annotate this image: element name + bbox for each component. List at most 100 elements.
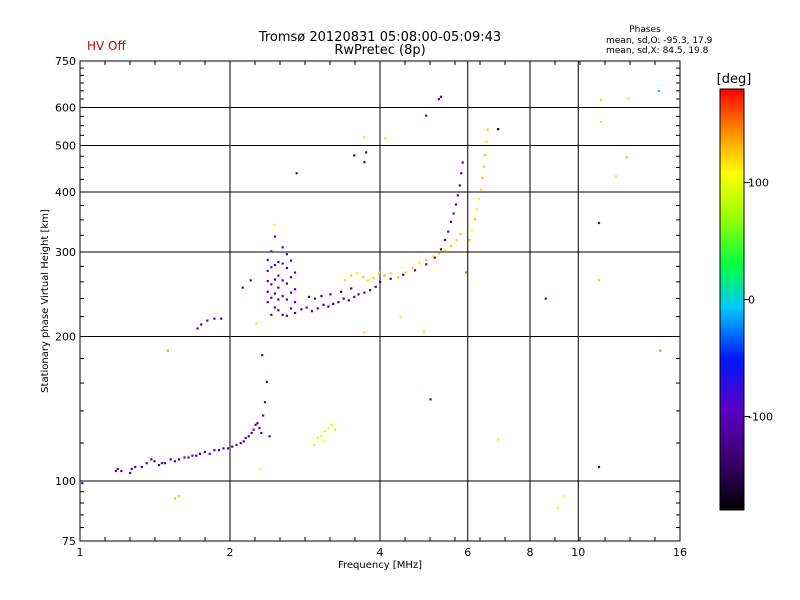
data-point <box>239 442 242 445</box>
data-point <box>481 176 484 180</box>
colorbar-tick-label: -100 <box>748 410 773 423</box>
data-point <box>289 307 293 310</box>
data-point <box>281 279 284 282</box>
data-point <box>285 282 288 285</box>
y-axis-label: Stationary phase Virtual Height [km] <box>40 209 51 393</box>
data-point <box>277 298 280 301</box>
data-point <box>544 297 547 300</box>
hv-status: HV Off <box>87 39 126 53</box>
x-tick-label: 10 <box>571 546 585 559</box>
data-point <box>273 235 276 238</box>
data-point <box>183 456 186 459</box>
data-point <box>266 280 269 283</box>
y-tick-label: 600 <box>55 102 76 115</box>
data-point <box>169 458 172 461</box>
data-point <box>431 255 434 258</box>
data-point <box>259 467 262 471</box>
data-point <box>464 271 468 274</box>
data-point <box>261 354 264 357</box>
data-point <box>353 154 356 157</box>
data-point <box>281 246 284 249</box>
colorbar-ticks: 100 0 -100 <box>744 177 773 423</box>
y-tick-labels: 75 100 200 300 400 500 600 750 <box>55 55 76 548</box>
data-point <box>413 269 417 272</box>
data-point <box>217 449 221 452</box>
data-point <box>485 140 488 143</box>
data-point <box>357 293 360 296</box>
data-point <box>343 279 347 282</box>
data-point <box>389 272 392 275</box>
data-point <box>411 266 414 270</box>
data-point <box>377 271 381 274</box>
data-point <box>625 156 628 159</box>
colorbar-tick-label: 100 <box>748 177 769 190</box>
data-point <box>285 298 288 301</box>
data-point <box>365 151 368 154</box>
data-point <box>484 153 487 157</box>
data-point <box>475 208 479 211</box>
data-point <box>196 327 199 330</box>
data-point <box>460 172 463 175</box>
data-point <box>402 273 405 276</box>
colorbar-tick-label: 0 <box>748 294 755 307</box>
x-axis-label: Frequency [MHz] <box>338 560 422 571</box>
data-point <box>339 290 343 293</box>
data-point <box>437 98 441 101</box>
stats-heading: Phases <box>629 25 661 35</box>
data-point <box>496 438 500 441</box>
data-points <box>81 89 662 509</box>
data-point <box>249 279 252 282</box>
data-point <box>471 229 474 232</box>
data-point <box>384 137 387 140</box>
data-point <box>614 175 618 178</box>
data-point <box>327 305 330 308</box>
data-point <box>422 330 426 333</box>
data-point <box>293 301 297 304</box>
data-point <box>293 288 297 291</box>
stats-x-mode: mean, sd,X: 84.5, 19.8 <box>606 46 709 56</box>
data-point <box>81 482 84 485</box>
data-point <box>597 221 601 225</box>
data-point <box>439 95 443 98</box>
x-tick-label: 8 <box>527 546 534 559</box>
data-point <box>329 293 332 296</box>
data-point <box>277 309 280 312</box>
data-point <box>449 220 453 223</box>
data-point <box>160 462 164 465</box>
y-tick-label: 400 <box>55 186 76 199</box>
data-point <box>556 506 560 509</box>
data-point <box>255 322 258 325</box>
data-point <box>323 430 327 433</box>
data-point <box>241 286 244 289</box>
data-point <box>130 467 133 471</box>
data-point <box>443 238 447 242</box>
data-point <box>265 380 268 383</box>
data-point <box>562 495 565 498</box>
data-point <box>366 279 369 282</box>
data-point <box>353 295 356 298</box>
data-point <box>191 454 194 457</box>
data-point <box>273 306 276 309</box>
x-tick-labels: 1 2 4 6 8 10 16 <box>77 546 688 559</box>
data-point <box>277 260 280 264</box>
data-point <box>313 297 317 300</box>
data-point <box>482 165 485 168</box>
data-point <box>320 435 323 438</box>
data-point <box>399 315 402 318</box>
data-point <box>597 279 601 282</box>
y-tick-label: 300 <box>55 246 76 259</box>
data-point <box>437 252 441 255</box>
data-point <box>266 269 269 273</box>
data-point <box>198 452 202 455</box>
data-point <box>270 250 273 253</box>
data-point <box>356 272 359 275</box>
data-point <box>363 291 366 294</box>
data-point <box>289 259 293 262</box>
data-point <box>266 290 269 293</box>
data-point <box>599 98 603 101</box>
data-point <box>220 317 223 320</box>
data-point <box>443 248 447 252</box>
data-point <box>258 426 261 430</box>
data-point <box>657 89 660 93</box>
data-point <box>334 428 337 431</box>
